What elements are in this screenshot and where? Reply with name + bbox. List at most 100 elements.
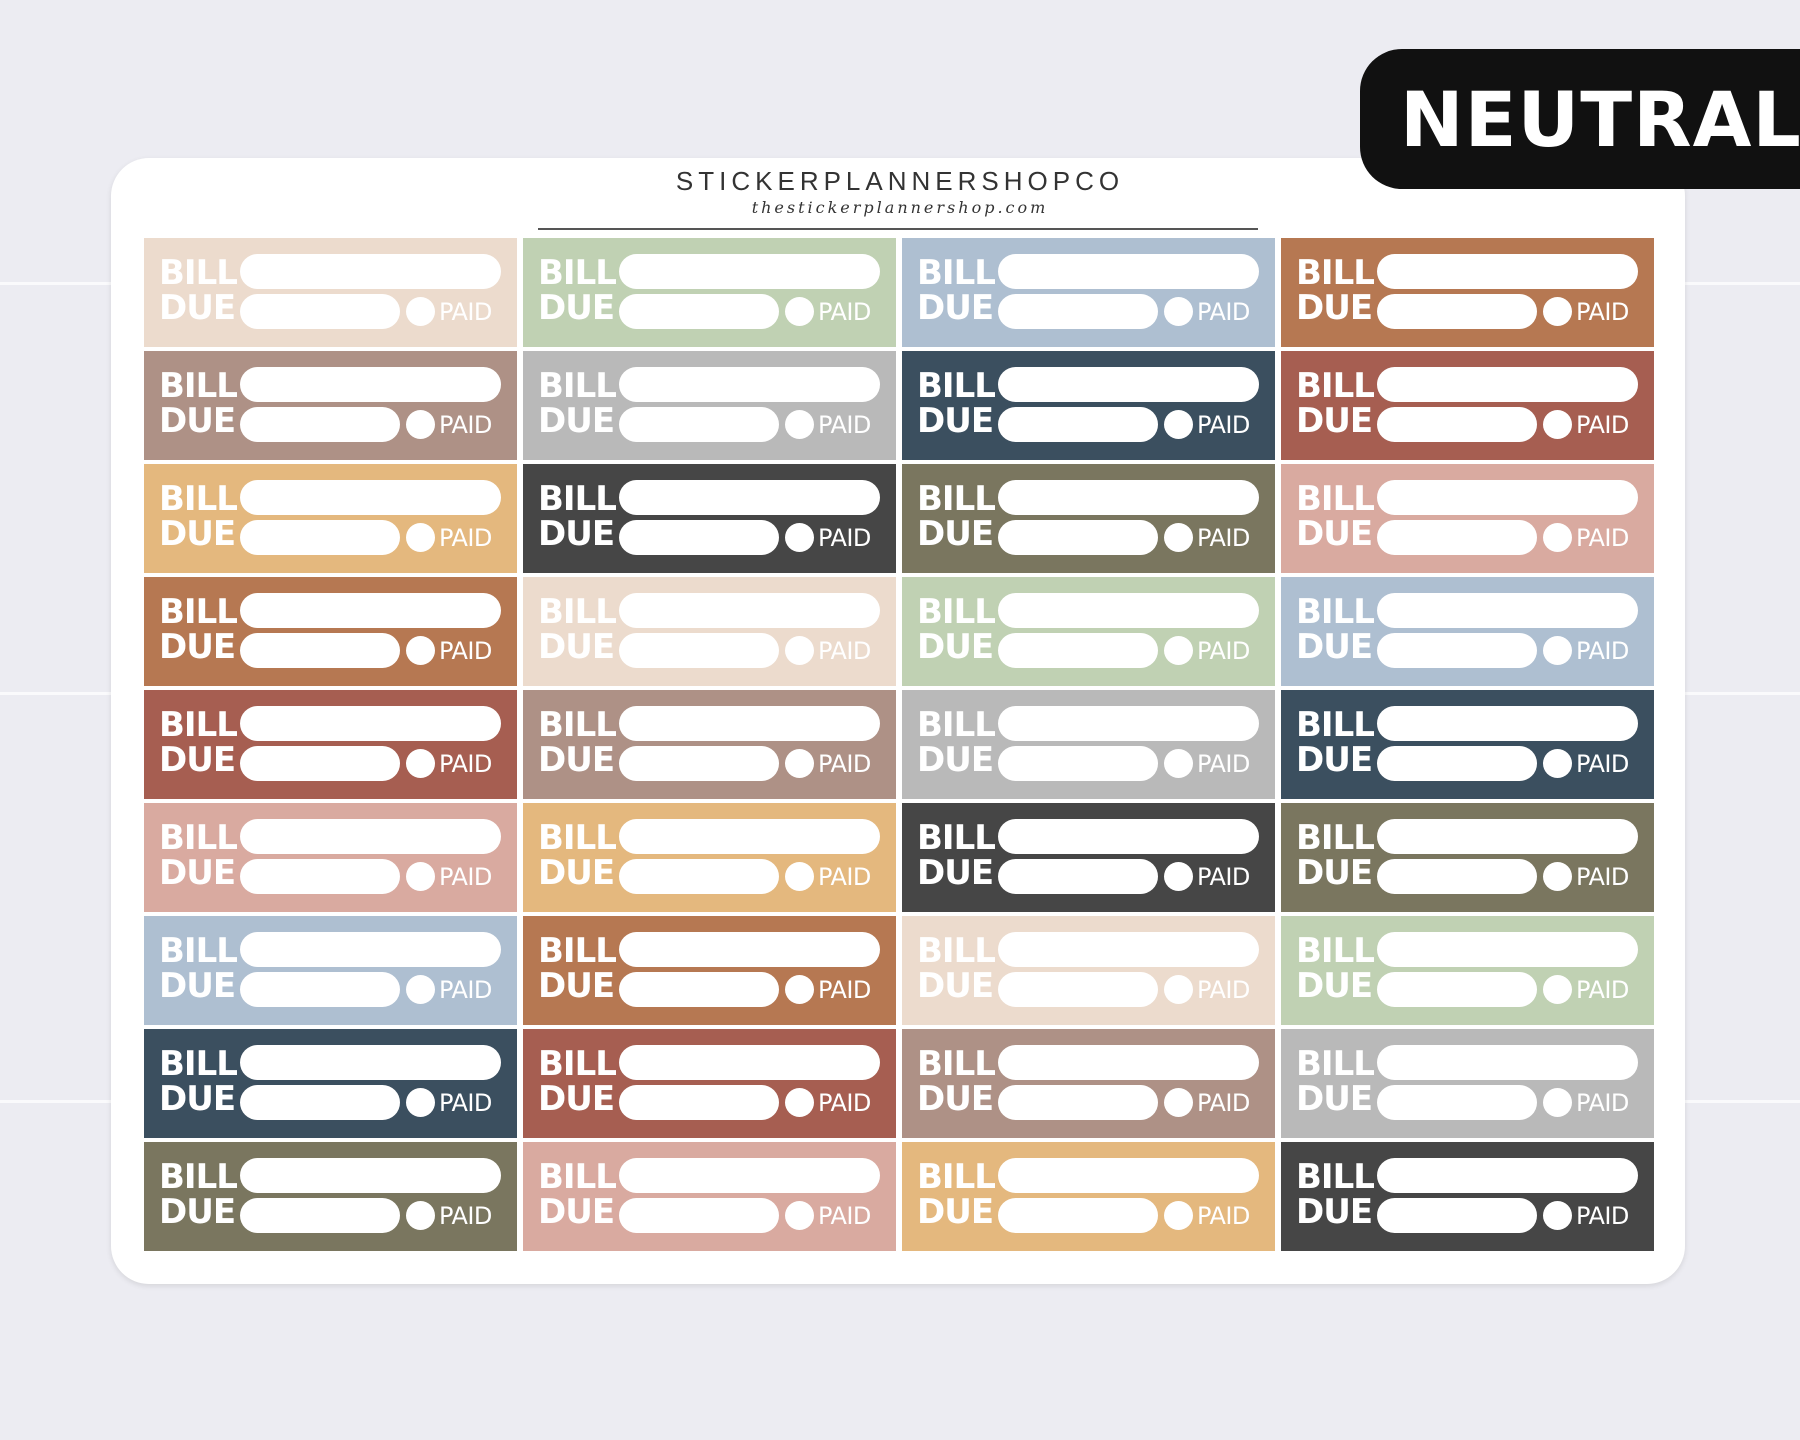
due-write-field: [998, 633, 1158, 668]
sticker-label-paid: PAID: [818, 863, 871, 891]
sticker-label-bill: BILL: [538, 1157, 617, 1197]
bill-due-sticker: BILL DUE PAID: [902, 690, 1275, 799]
due-write-field: [998, 859, 1158, 894]
sticker-label-due: DUE: [538, 740, 615, 780]
sticker-label-bill: BILL: [159, 253, 238, 293]
bill-write-field: [1377, 1045, 1638, 1080]
bill-due-sticker: BILL DUE PAID: [902, 803, 1275, 912]
bill-write-field: [619, 819, 880, 854]
paid-checkbox-circle: [785, 1201, 814, 1230]
due-write-field: [240, 407, 400, 442]
sticker-label-paid: PAID: [1197, 976, 1250, 1004]
paid-checkbox-circle: [1164, 975, 1193, 1004]
sticker-label-due: DUE: [538, 401, 615, 441]
sticker-label-paid: PAID: [439, 1089, 492, 1117]
paid-checkbox-circle: [1543, 410, 1572, 439]
due-write-field: [240, 633, 400, 668]
sticker-label-bill: BILL: [917, 1157, 996, 1197]
sticker-label-paid: PAID: [818, 637, 871, 665]
sticker-label-paid: PAID: [439, 298, 492, 326]
sticker-label-bill: BILL: [159, 818, 238, 858]
bill-due-sticker: BILL DUE PAID: [523, 690, 896, 799]
due-write-field: [1377, 407, 1537, 442]
sticker-label-due: DUE: [538, 1079, 615, 1119]
sticker-label-due: DUE: [538, 853, 615, 893]
due-write-field: [240, 1085, 400, 1120]
due-write-field: [1377, 294, 1537, 329]
sticker-label-paid: PAID: [1576, 1089, 1629, 1117]
bill-due-sticker: BILL DUE PAID: [902, 464, 1275, 573]
paid-checkbox-circle: [406, 1201, 435, 1230]
sticker-label-paid: PAID: [818, 298, 871, 326]
sticker-label-paid: PAID: [439, 750, 492, 778]
paid-checkbox-circle: [406, 523, 435, 552]
due-write-field: [1377, 520, 1537, 555]
sticker-label-paid: PAID: [1197, 411, 1250, 439]
sticker-label-bill: BILL: [1296, 253, 1375, 293]
sticker-label-bill: BILL: [1296, 592, 1375, 632]
paid-checkbox-circle: [1543, 523, 1572, 552]
sticker-label-due: DUE: [917, 853, 994, 893]
bill-write-field: [1377, 254, 1638, 289]
bill-write-field: [240, 932, 501, 967]
sticker-label-paid: PAID: [1576, 976, 1629, 1004]
sticker-label-due: DUE: [917, 966, 994, 1006]
due-write-field: [619, 746, 779, 781]
sticker-label-paid: PAID: [439, 524, 492, 552]
bill-due-sticker: BILL DUE PAID: [144, 577, 517, 686]
sticker-label-due: DUE: [159, 740, 236, 780]
paid-checkbox-circle: [1543, 749, 1572, 778]
sticker-label-paid: PAID: [818, 750, 871, 778]
sticker-label-due: DUE: [917, 740, 994, 780]
sticker-label-paid: PAID: [818, 1089, 871, 1117]
sticker-label-bill: BILL: [1296, 818, 1375, 858]
sticker-label-due: DUE: [1296, 514, 1373, 554]
bill-due-sticker: BILL DUE PAID: [144, 803, 517, 912]
due-write-field: [240, 972, 400, 1007]
sticker-label-bill: BILL: [917, 366, 996, 406]
sticker-label-bill: BILL: [159, 705, 238, 745]
paid-checkbox-circle: [1543, 1201, 1572, 1230]
bill-due-sticker: BILL DUE PAID: [1281, 464, 1654, 573]
sticker-label-paid: PAID: [818, 1202, 871, 1230]
sticker-label-due: DUE: [159, 1079, 236, 1119]
bill-write-field: [998, 367, 1259, 402]
due-write-field: [619, 972, 779, 1007]
bill-write-field: [998, 932, 1259, 967]
sticker-label-paid: PAID: [818, 976, 871, 1004]
sticker-label-bill: BILL: [1296, 931, 1375, 971]
sticker-label-paid: PAID: [439, 1202, 492, 1230]
bill-due-sticker: BILL DUE PAID: [1281, 577, 1654, 686]
due-write-field: [998, 1085, 1158, 1120]
bill-due-sticker: BILL DUE PAID: [523, 916, 896, 1025]
bill-due-sticker: BILL DUE PAID: [144, 690, 517, 799]
sticker-label-paid: PAID: [1576, 1202, 1629, 1230]
bill-write-field: [1377, 706, 1638, 741]
sticker-label-due: DUE: [159, 627, 236, 667]
paid-checkbox-circle: [1543, 1088, 1572, 1117]
bill-due-sticker: BILL DUE PAID: [1281, 351, 1654, 460]
paid-checkbox-circle: [785, 297, 814, 326]
sticker-label-paid: PAID: [439, 976, 492, 1004]
bill-write-field: [619, 254, 880, 289]
sticker-label-due: DUE: [538, 966, 615, 1006]
paid-checkbox-circle: [1164, 862, 1193, 891]
paid-checkbox-circle: [406, 862, 435, 891]
sticker-label-due: DUE: [159, 853, 236, 893]
bill-write-field: [1377, 593, 1638, 628]
sticker-label-due: DUE: [538, 514, 615, 554]
bill-write-field: [1377, 480, 1638, 515]
sticker-label-bill: BILL: [159, 479, 238, 519]
sticker-label-bill: BILL: [538, 479, 617, 519]
paid-checkbox-circle: [1164, 297, 1193, 326]
sticker-label-due: DUE: [159, 514, 236, 554]
paid-checkbox-circle: [406, 410, 435, 439]
due-write-field: [619, 633, 779, 668]
sticker-label-due: DUE: [1296, 401, 1373, 441]
sticker-label-paid: PAID: [1197, 524, 1250, 552]
bill-due-sticker: BILL DUE PAID: [144, 351, 517, 460]
sticker-label-bill: BILL: [538, 818, 617, 858]
bill-write-field: [240, 593, 501, 628]
sticker-label-bill: BILL: [1296, 366, 1375, 406]
sticker-label-paid: PAID: [1197, 1089, 1250, 1117]
